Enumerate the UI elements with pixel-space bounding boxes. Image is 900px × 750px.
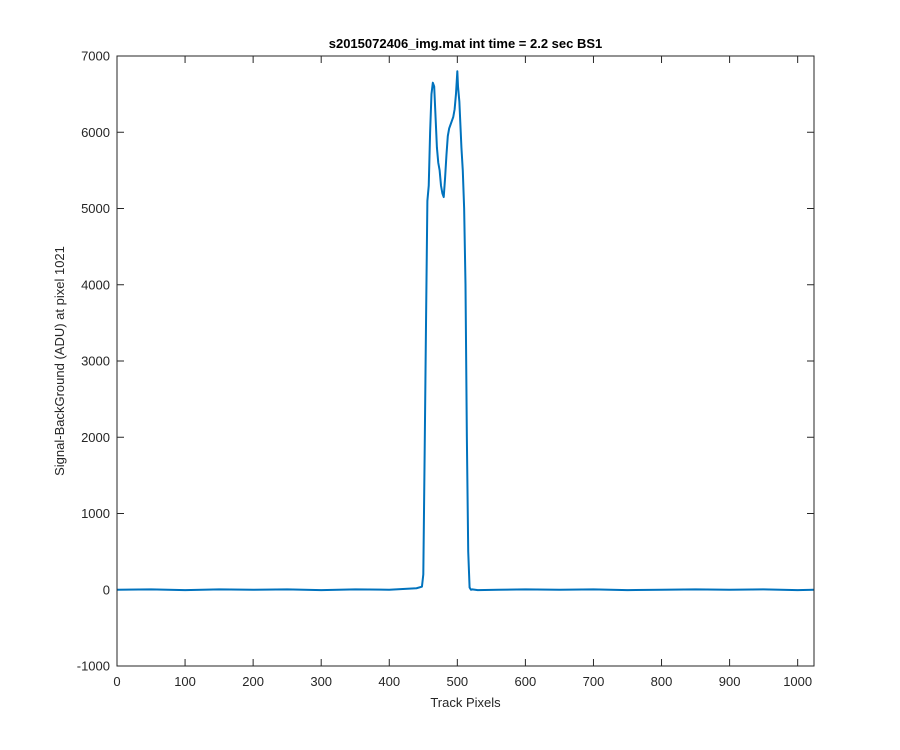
- y-tick-label: -1000: [77, 659, 110, 674]
- y-tick-label: 3000: [81, 354, 110, 369]
- series-layer: [116, 70, 815, 592]
- y-tick-label: 7000: [81, 49, 110, 64]
- series-line: [116, 70, 815, 592]
- x-tick-label: 300: [310, 674, 332, 689]
- x-tick-label: 600: [515, 674, 537, 689]
- x-tick-label: 400: [378, 674, 400, 689]
- y-tick-label: 4000: [81, 277, 110, 292]
- y-tick-label: 2000: [81, 430, 110, 445]
- y-axis-label: Signal-BackGround (ADU) at pixel 1021: [52, 246, 67, 476]
- x-tick-label: 800: [651, 674, 673, 689]
- y-tick-label: 1000: [81, 506, 110, 521]
- y-tick-label: 6000: [81, 125, 110, 140]
- x-tick-label: 200: [242, 674, 264, 689]
- chart-title: s2015072406_img.mat int time = 2.2 sec B…: [329, 36, 603, 51]
- ticks-layer: 0 100 200 300 400 500 600 700 800 900 1000-1000010…: [77, 49, 814, 689]
- x-tick-label: 500: [446, 674, 468, 689]
- x-axis-label: Track Pixels: [430, 695, 501, 710]
- axes-box: [116, 55, 815, 667]
- x-tick-label: 1000: [783, 674, 812, 689]
- y-tick-label: 0: [103, 582, 110, 597]
- y-tick-label: 5000: [81, 201, 110, 216]
- x-tick-label: 100: [174, 674, 196, 689]
- x-tick-label: 0: [113, 674, 120, 689]
- x-tick-label: 900: [719, 674, 741, 689]
- x-tick-label: 700: [583, 674, 605, 689]
